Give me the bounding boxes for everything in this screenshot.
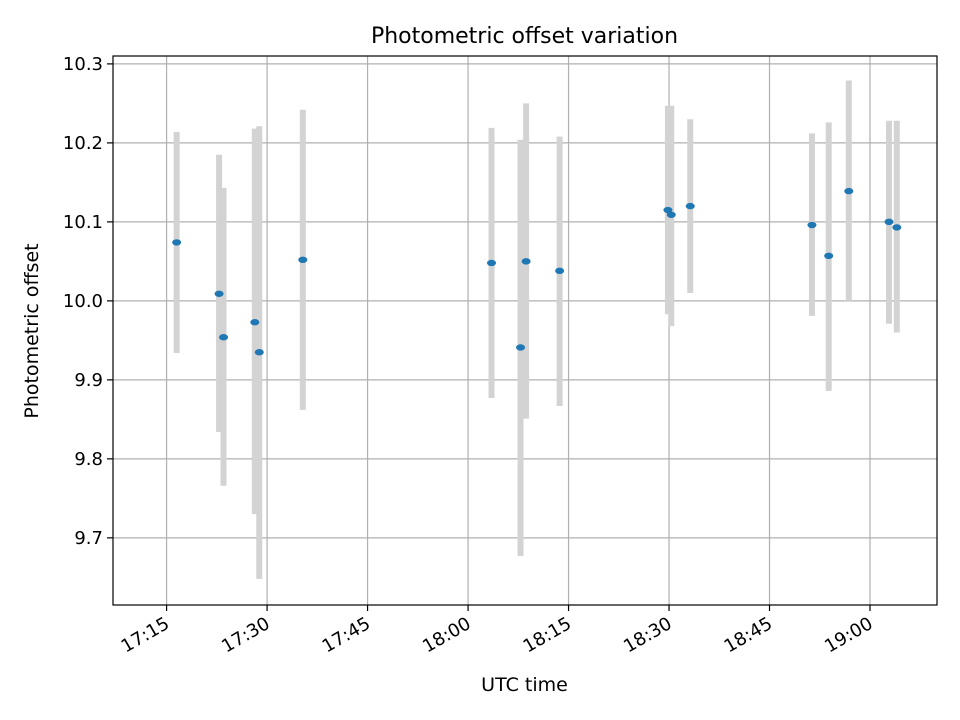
y-axis: 9.7 9.8 9.9 10.0 10.1 10.2 10.3 — [63, 54, 113, 549]
x-tick-label: 18:30 — [620, 613, 675, 657]
data-point — [214, 290, 224, 297]
x-tick-label: 18:00 — [419, 613, 474, 657]
data-point — [555, 267, 565, 275]
x-tick-label: 18:45 — [721, 613, 776, 657]
y-tick-label: 10.1 — [63, 212, 103, 233]
data-point — [250, 319, 260, 326]
data-point — [884, 218, 894, 226]
data-points — [172, 187, 902, 356]
y-tick-label: 9.7 — [74, 528, 103, 549]
x-tick-label: 19:00 — [821, 613, 876, 657]
x-axis: 17:15 17:30 17:45 18:00 18:15 18:30 18:45 19:00 — [118, 605, 877, 657]
data-point — [807, 221, 817, 229]
y-tick-label: 10.0 — [63, 291, 103, 312]
data-point — [254, 349, 264, 356]
data-point — [172, 239, 182, 246]
plot-frame — [112, 55, 938, 606]
data-point — [892, 224, 902, 231]
y-tick-label: 9.9 — [74, 370, 103, 391]
data-point — [298, 256, 308, 264]
data-point — [663, 206, 673, 214]
data-point — [685, 202, 695, 210]
x-axis-label: UTC time — [481, 674, 568, 696]
y-tick-label: 10.3 — [63, 54, 103, 75]
data-point — [666, 211, 676, 218]
data-point — [521, 258, 531, 265]
data-point — [824, 252, 834, 260]
x-tick-label: 18:15 — [520, 613, 575, 657]
data-point — [516, 344, 526, 351]
data-point — [487, 259, 497, 267]
x-tick-label: 17:45 — [319, 613, 374, 657]
error-bars — [173, 80, 900, 579]
x-tick-label: 17:15 — [118, 613, 173, 657]
data-point — [219, 334, 229, 341]
y-tick-label: 10.2 — [63, 133, 103, 154]
chart-title: Photometric offset variation — [371, 24, 678, 49]
x-tick-label: 17:30 — [218, 613, 273, 657]
y-axis-label: Photometric offset — [21, 243, 43, 418]
data-point — [844, 187, 854, 195]
y-tick-label: 9.8 — [74, 449, 103, 470]
